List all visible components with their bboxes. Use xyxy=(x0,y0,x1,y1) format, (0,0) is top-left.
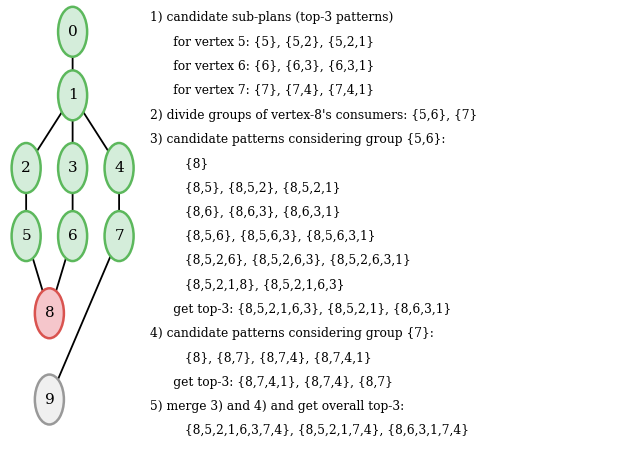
Text: 9: 9 xyxy=(44,393,54,406)
Text: {8,5,2,1,6,3,7,4}, {8,5,2,1,7,4}, {8,6,3,1,7,4}: {8,5,2,1,6,3,7,4}, {8,5,2,1,7,4}, {8,6,3… xyxy=(150,424,469,437)
Text: 5) merge 3) and 4) and get overall top-3:: 5) merge 3) and 4) and get overall top-3… xyxy=(150,400,404,413)
Text: get top-3: {8,5,2,1,6,3}, {8,5,2,1}, {8,6,3,1}: get top-3: {8,5,2,1,6,3}, {8,5,2,1}, {8,… xyxy=(150,303,451,316)
Ellipse shape xyxy=(12,143,41,193)
Text: {8,5,2,1,8}, {8,5,2,1,6,3}: {8,5,2,1,8}, {8,5,2,1,6,3} xyxy=(150,279,344,291)
Text: for vertex 7: {7}, {7,4}, {7,4,1}: for vertex 7: {7}, {7,4}, {7,4,1} xyxy=(150,84,374,97)
Text: {8,5,6}, {8,5,6,3}, {8,5,6,3,1}: {8,5,6}, {8,5,6,3}, {8,5,6,3,1} xyxy=(150,230,376,243)
Text: 4: 4 xyxy=(114,161,124,175)
Ellipse shape xyxy=(58,7,87,57)
Ellipse shape xyxy=(104,211,133,261)
Ellipse shape xyxy=(35,288,64,338)
Ellipse shape xyxy=(12,211,41,261)
Text: {8}: {8} xyxy=(150,157,208,170)
Text: 2: 2 xyxy=(21,161,31,175)
Text: 0: 0 xyxy=(68,25,77,39)
Ellipse shape xyxy=(58,70,87,120)
Ellipse shape xyxy=(58,211,87,261)
Ellipse shape xyxy=(35,375,64,424)
Text: 5: 5 xyxy=(22,229,31,243)
Text: 2) divide groups of vertex-8's consumers: {5,6}, {7}: 2) divide groups of vertex-8's consumers… xyxy=(150,109,477,122)
Text: for vertex 6: {6}, {6,3}, {6,3,1}: for vertex 6: {6}, {6,3}, {6,3,1} xyxy=(150,60,375,73)
Text: 1) candidate sub-plans (top-3 patterns): 1) candidate sub-plans (top-3 patterns) xyxy=(150,11,393,25)
Text: {8,6}, {8,6,3}, {8,6,3,1}: {8,6}, {8,6,3}, {8,6,3,1} xyxy=(150,206,341,219)
Ellipse shape xyxy=(58,143,87,193)
Text: 1: 1 xyxy=(68,89,77,102)
Text: 7: 7 xyxy=(114,229,124,243)
Text: {8,5}, {8,5,2}, {8,5,2,1}: {8,5}, {8,5,2}, {8,5,2,1} xyxy=(150,181,341,194)
Text: 3) candidate patterns considering group {5,6}:: 3) candidate patterns considering group … xyxy=(150,133,446,146)
Text: {8,5,2,6}, {8,5,2,6,3}, {8,5,2,6,3,1}: {8,5,2,6}, {8,5,2,6,3}, {8,5,2,6,3,1} xyxy=(150,254,411,267)
Text: 6: 6 xyxy=(68,229,77,243)
Text: {8}, {8,7}, {8,7,4}, {8,7,4,1}: {8}, {8,7}, {8,7,4}, {8,7,4,1} xyxy=(150,351,371,365)
Text: 8: 8 xyxy=(44,306,54,320)
Text: 3: 3 xyxy=(68,161,77,175)
Text: for vertex 5: {5}, {5,2}, {5,2,1}: for vertex 5: {5}, {5,2}, {5,2,1} xyxy=(150,35,374,49)
Ellipse shape xyxy=(104,143,133,193)
Text: get top-3: {8,7,4,1}, {8,7,4}, {8,7}: get top-3: {8,7,4,1}, {8,7,4}, {8,7} xyxy=(150,376,393,389)
Text: 4) candidate patterns considering group {7}:: 4) candidate patterns considering group … xyxy=(150,327,434,340)
